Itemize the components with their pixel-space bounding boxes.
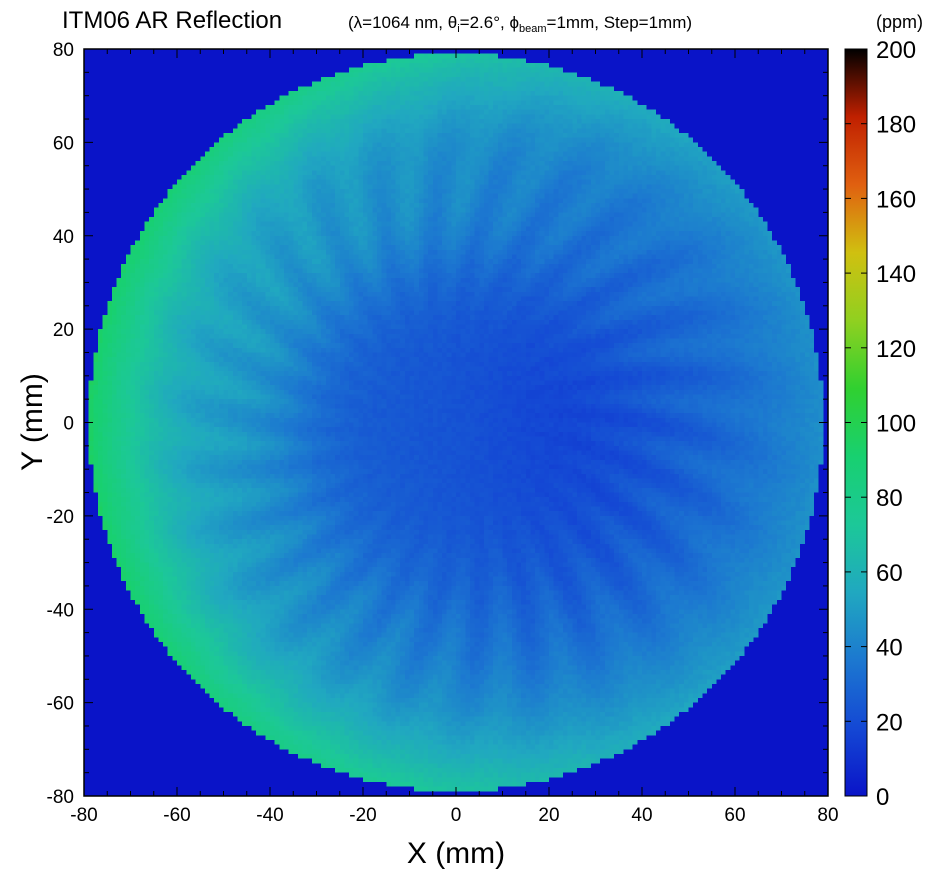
- theta-symbol: θ: [448, 13, 457, 32]
- y-axis-label: Y (mm): [16, 373, 49, 471]
- x-tick-label: 40: [631, 805, 652, 826]
- x-axis-label: X (mm): [407, 837, 505, 870]
- colorbar-tick-label: 80: [876, 485, 903, 512]
- y-tick-label: 80: [53, 40, 74, 61]
- heatmap-image: [84, 49, 828, 796]
- x-tick-label: 80: [817, 805, 838, 826]
- colorbar-tick-label: 120: [876, 336, 916, 363]
- y-tick-label: -60: [47, 694, 74, 715]
- x-tick-label: -60: [163, 805, 190, 826]
- phi-symbol: ϕ: [509, 13, 519, 32]
- x-tick-labels: -80 -60 -40 -20 0 20 40 60 80: [70, 805, 838, 826]
- colorbar-tick-label: 0: [876, 784, 889, 811]
- colorbar-tick-label: 40: [876, 635, 903, 662]
- y-tick-labels: 80 60 40 20 0 -20 -40 -60 -80: [47, 40, 74, 808]
- x-tick-label: -80: [70, 805, 97, 826]
- colorbar-tick-label: 160: [876, 186, 916, 213]
- y-tick-label: -20: [47, 507, 74, 528]
- major-ticks: [83, 48, 829, 797]
- chart-subtitle: (λ=1064 nm, θi=2.6°, ϕbeam=1mm, Step=1mm…: [348, 13, 692, 35]
- x-tick-label: 60: [724, 805, 745, 826]
- y-tick-label: 20: [53, 320, 74, 341]
- chart-title: ITM06 AR Reflection: [62, 7, 282, 34]
- colorbar-tick-label: 140: [876, 261, 916, 288]
- lambda-symbol: λ: [354, 13, 363, 32]
- plot-area: [83, 48, 829, 797]
- theta-value: =2.6°,: [460, 13, 505, 32]
- y-tick-label: -80: [47, 787, 74, 808]
- lambda-value: =1064 nm,: [362, 13, 443, 32]
- x-tick-label: 0: [451, 805, 462, 826]
- colorbar-tick-label: 60: [876, 560, 903, 587]
- x-tick-label: -40: [256, 805, 283, 826]
- colorbar-tick-label: 180: [876, 112, 916, 139]
- colorbar-tick-label: 20: [876, 709, 903, 736]
- y-tick-label: 0: [63, 414, 74, 435]
- minor-ticks: [84, 49, 828, 796]
- colorbar-unit: (ppm): [876, 12, 923, 32]
- theta-subscript: i: [457, 23, 459, 35]
- colorbar-tick-label: 200: [876, 37, 916, 64]
- x-tick-label: 20: [538, 805, 559, 826]
- y-tick-label: -40: [47, 600, 74, 621]
- colorbar-tick-label: 100: [876, 411, 916, 438]
- y-tick-label: 60: [53, 133, 74, 154]
- phi-value: =1mm,: [547, 13, 599, 32]
- phi-subscript: beam: [519, 23, 547, 35]
- step-value: Step=1mm: [604, 13, 687, 32]
- y-tick-label: 40: [53, 227, 74, 248]
- x-tick-label: -20: [349, 805, 376, 826]
